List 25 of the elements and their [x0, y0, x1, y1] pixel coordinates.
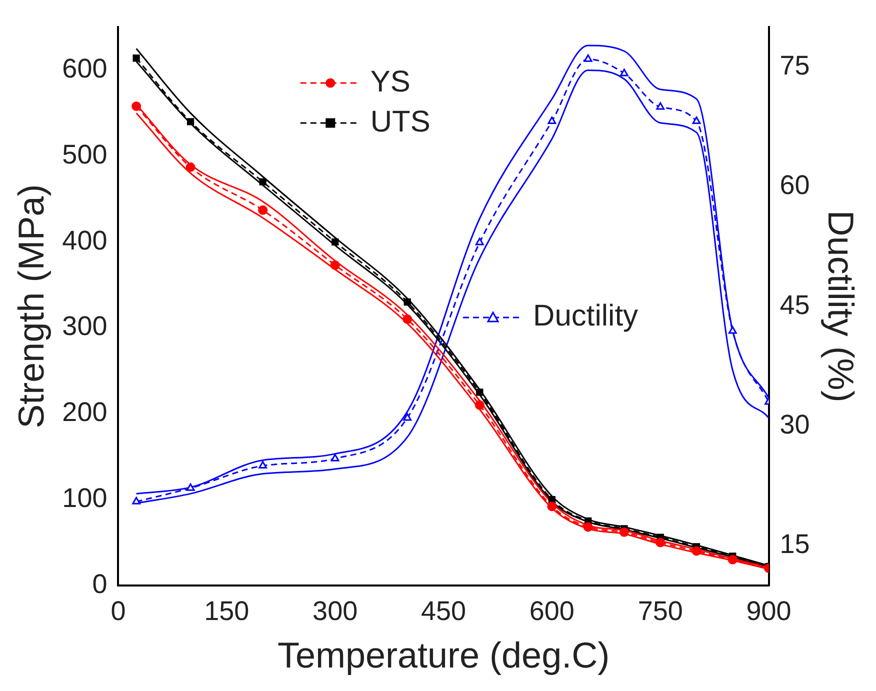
y-tick-label: 200 — [62, 397, 108, 428]
y-tick-label: 500 — [62, 139, 108, 170]
y2-tick-label: 60 — [780, 170, 810, 200]
x-tick-label: 0 — [110, 596, 126, 626]
legend-label: UTS — [370, 105, 430, 138]
x-tick-label: 150 — [204, 596, 250, 626]
x-axis-title: Temperature (deg.C) — [277, 634, 610, 676]
legend-label: YS — [370, 65, 410, 98]
x-tick-label: 900 — [746, 596, 792, 626]
x-tick-label: 600 — [529, 596, 574, 626]
y-tick-label: 100 — [62, 482, 108, 513]
y-tick-label: 0 — [92, 568, 108, 599]
y2-tick-label: 45 — [780, 290, 810, 320]
x-tick-label: 450 — [420, 596, 466, 626]
x-tick-label: 300 — [312, 596, 358, 626]
legend-label: Ductility — [533, 300, 638, 333]
y-tick-label: 400 — [62, 225, 108, 256]
y-tick-label: 300 — [62, 311, 108, 342]
y2-tick-label: 30 — [780, 409, 810, 440]
y2-tick-label: 75 — [780, 50, 810, 81]
y-axis-title: Strength (MPa) — [10, 184, 52, 428]
y-tick-label: 600 — [62, 54, 108, 84]
y2-axis-title: Ductility (%) — [820, 210, 862, 402]
x-tick-label: 750 — [638, 596, 683, 626]
y2-tick-label: 15 — [780, 528, 810, 559]
